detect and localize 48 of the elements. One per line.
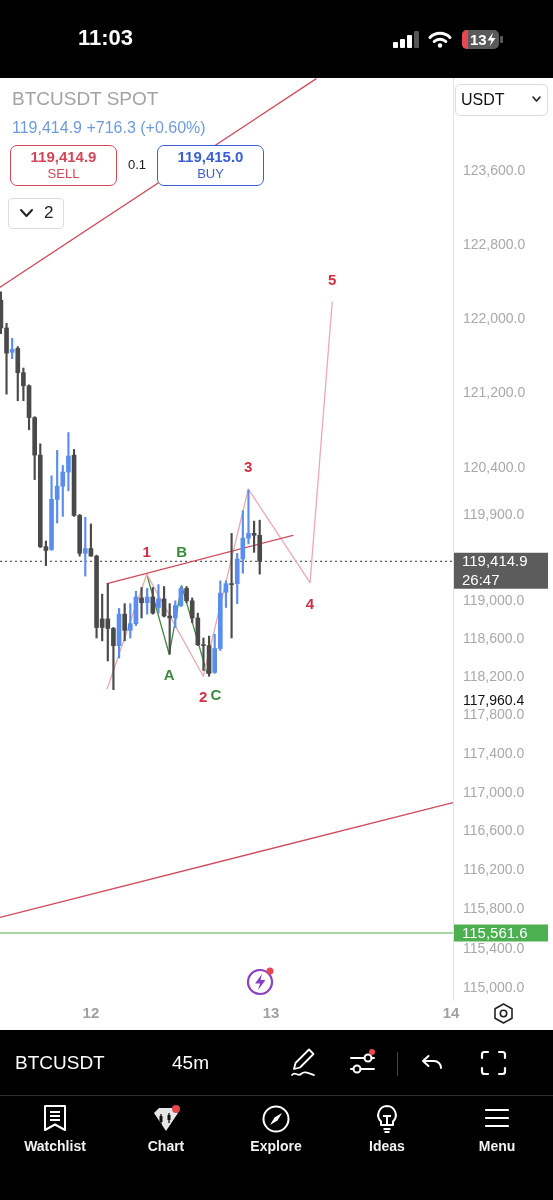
x-tick-label: 13 [262, 1004, 280, 1022]
text: Menu [478, 1137, 516, 1155]
text: 45m [172, 1051, 209, 1074]
ref-line-label: 115,561.6 [462, 923, 528, 941]
text: 119,414.9 +716.3 (+0.60%) [12, 118, 206, 137]
annotation: SELL [47, 166, 80, 182]
annotation: 3 [244, 458, 253, 476]
y-tick-label: 118,200.0 [463, 668, 525, 685]
text: BTCUSDT SPOT [12, 88, 159, 110]
annotation: 1 [142, 543, 151, 561]
y-tick-label: 118,600.0 [463, 629, 525, 646]
y-tick-label: 122,000.0 [463, 309, 526, 326]
annotation: 2 [199, 688, 208, 706]
annotation: 2 [44, 203, 54, 223]
annotation: B [176, 542, 188, 560]
annotation: 5 [328, 271, 337, 289]
text: Watchlist [24, 1137, 86, 1155]
annotation: BUY [197, 166, 224, 182]
y-tick-label: 119,000.0 [463, 591, 525, 608]
y-tick-label: 115,000.0 [463, 979, 525, 996]
annotation: 119,415.0 [177, 148, 244, 165]
x-tick-label: 14 [442, 1004, 461, 1022]
text: 11:03 [78, 24, 134, 52]
y-tick-label: 123,600.0 [463, 161, 526, 178]
y-tick-label: 115,400.0 [463, 939, 525, 956]
text: Explore [250, 1137, 302, 1155]
y-tick-label: 120,400.0 [463, 459, 526, 476]
y-tick-label: 115,800.0 [463, 900, 525, 917]
x-tick-label: 12 [82, 1004, 100, 1022]
annotation: 119,414.9 [30, 148, 97, 165]
text: 117,960.4 [463, 692, 525, 708]
annotation: C [210, 685, 222, 703]
text: Ideas [369, 1137, 405, 1155]
annotation: 4 [305, 594, 315, 612]
text: Chart [147, 1137, 185, 1155]
y-tick-label: 121,200.0 [463, 384, 526, 401]
y-tick-label: 117,000.0 [463, 783, 525, 800]
y-tick-label: 116,600.0 [463, 822, 525, 839]
y-tick-label: 117,800.0 [463, 706, 525, 723]
y-tick-label: 122,800.0 [463, 235, 526, 252]
annotation: 0.1 [128, 157, 147, 173]
y-tick-label: 117,400.0 [463, 745, 525, 762]
y-tick-label: 116,200.0 [463, 861, 525, 878]
ref-line-label: 119,414.9 26:47 [462, 552, 528, 589]
text: BTCUSDT [15, 1051, 105, 1074]
text: USDT [461, 90, 505, 109]
y-tick-label: 119,900.0 [463, 506, 525, 523]
annotation: A [163, 666, 175, 684]
